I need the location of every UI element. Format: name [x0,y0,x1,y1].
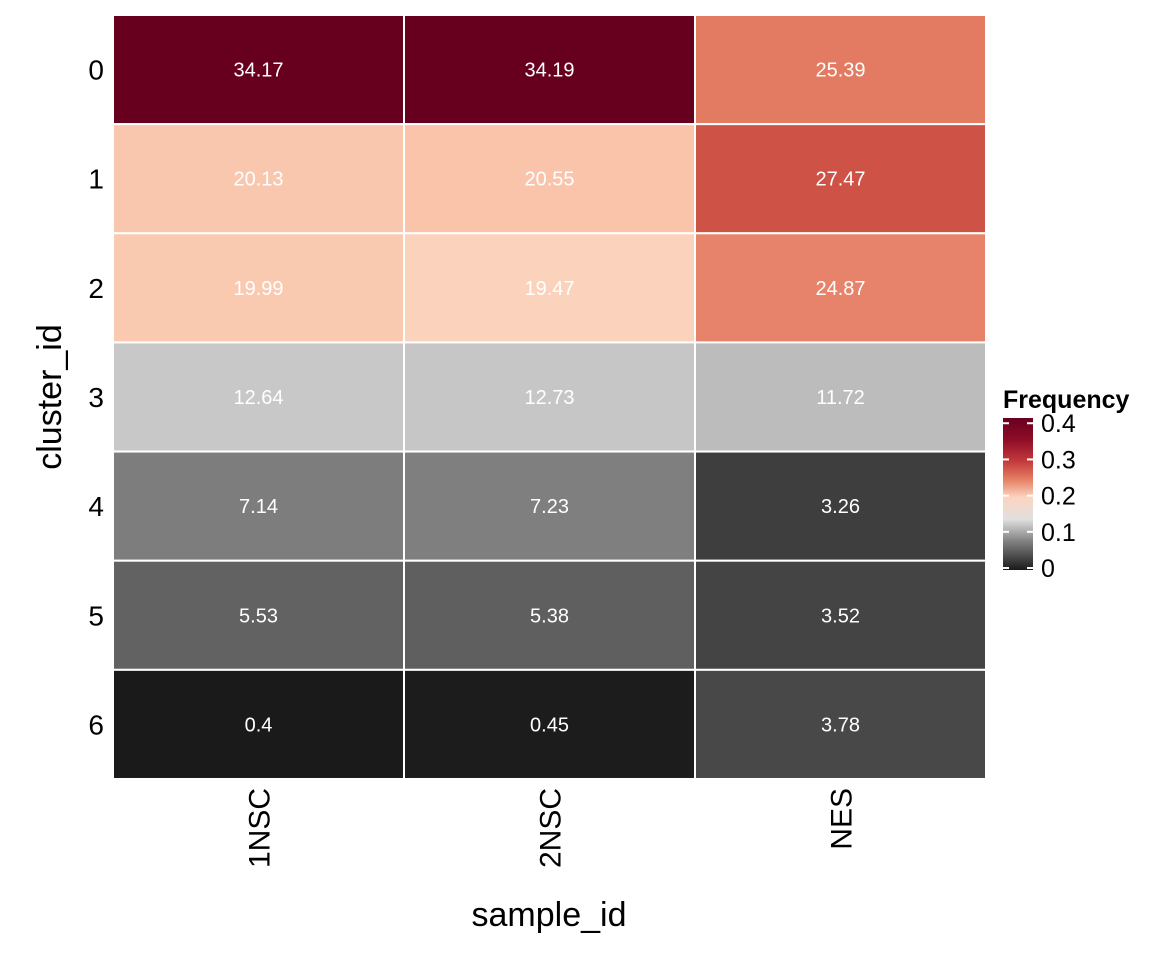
heatmap-cells [112,14,987,780]
x-axis-title: sample_id [472,896,627,934]
cell-value-label: 7.23 [530,496,569,518]
cell-value-label: 12.64 [233,387,283,409]
cell-value-label: 20.55 [524,169,574,191]
legend-colorbar [1003,418,1033,570]
heatmap-cell [694,341,987,453]
heatmap-cell [403,450,696,562]
cell-value-label: 3.78 [821,714,860,736]
legend-title: Frequency [1003,386,1130,414]
heatmap-cell [112,559,405,671]
y-axis-title: cluster_id [31,324,69,470]
cell-value-label: 3.26 [821,496,860,518]
heatmap-cell [403,14,696,126]
heatmap-cell [112,450,405,562]
cell-value-label: 0.45 [530,714,569,736]
cell-value-label: 5.53 [239,605,278,627]
y-tick-label: 6 [88,709,104,740]
cell-value-label: 3.52 [821,605,860,627]
cell-value-label: 34.19 [524,60,574,82]
heatmap-cell [694,123,987,235]
heatmap-cell [112,14,405,126]
x-tick-label: 1NSC [244,788,277,868]
heatmap-cell [403,232,696,344]
cell-value-label: 27.47 [815,169,865,191]
cell-value-labels: 34.17 34.19 25.39 20.13 20.55 27.47 19.99 19.47… [233,60,865,737]
legend-tick-label: 0.1 [1041,519,1076,547]
cell-value-label: 19.47 [524,278,574,300]
y-tick-label: 3 [88,382,104,413]
heatmap-cell [112,668,405,780]
heatmap-cell [694,14,987,126]
y-axis-tick-labels: 0 1 2 3 4 5 6 [88,55,104,741]
cell-value-label: 5.38 [530,605,569,627]
legend-tick-label: 0.4 [1041,410,1076,438]
y-tick-label: 5 [88,600,104,631]
cell-value-label: 19.99 [233,278,283,300]
heatmap-cell [112,123,405,235]
cell-value-label: 24.87 [815,278,865,300]
heatmap-cell [403,559,696,671]
legend-tick-label: 0 [1041,555,1055,583]
heatmap-cell [694,559,987,671]
x-tick-label: NES [826,788,859,850]
legend-tick-label: 0.3 [1041,446,1076,474]
cell-value-label: 12.73 [524,387,574,409]
heatmap-cell [694,668,987,780]
heatmap-cell [694,450,987,562]
heatmap-cell [403,668,696,780]
x-axis-tick-labels: 1NSC 2NSC NES [244,788,859,868]
cell-value-label: 7.14 [239,496,278,518]
y-tick-label: 4 [88,491,104,522]
legend-tick-label: 0.2 [1041,483,1076,511]
cell-value-label: 25.39 [815,60,865,82]
color-legend: Frequency 0.4 0.3 0.2 0.1 0 [1003,386,1130,583]
legend-ticks: 0.4 0.3 0.2 0.1 0 [1003,410,1076,583]
cell-value-label: 11.72 [816,387,865,409]
heatmap-cell [112,341,405,453]
y-tick-label: 1 [88,164,104,195]
cell-value-label: 34.17 [233,60,283,82]
y-tick-label: 0 [88,55,104,86]
x-tick-label: 2NSC [535,788,568,868]
cell-value-label: 20.13 [233,169,283,191]
cell-value-label: 0.4 [245,714,273,736]
y-tick-label: 2 [88,273,104,304]
heatmap-cell [403,123,696,235]
